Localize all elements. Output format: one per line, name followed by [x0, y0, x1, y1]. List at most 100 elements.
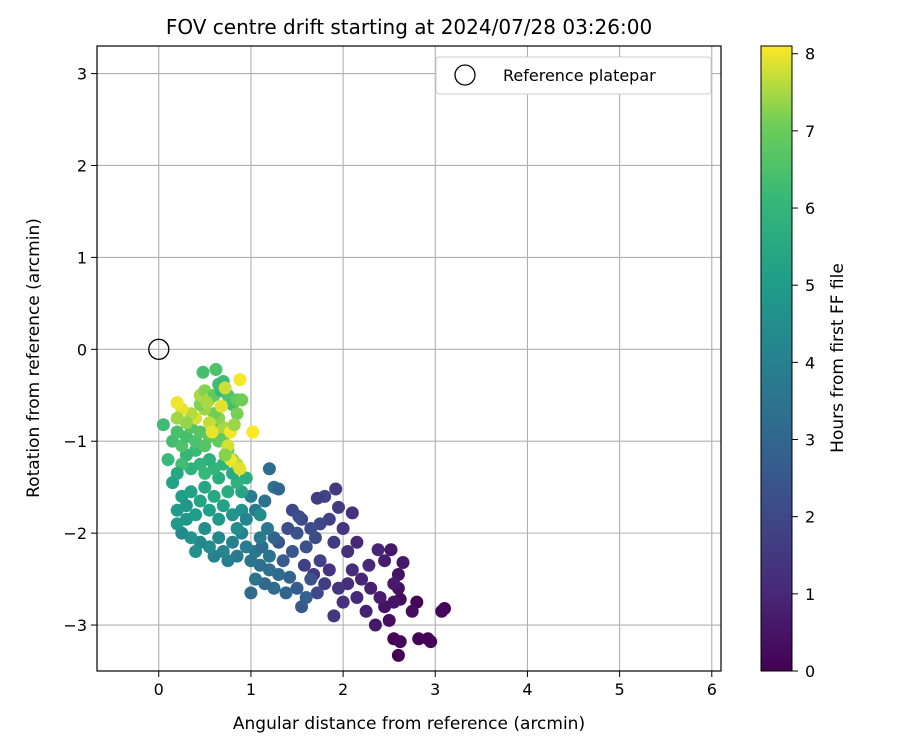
data-point [235, 393, 249, 407]
data-point [239, 512, 253, 526]
data-point [189, 545, 203, 558]
y-tick-label: −2 [63, 524, 87, 543]
data-point [227, 418, 241, 432]
data-point [412, 632, 426, 646]
data-point [202, 503, 216, 517]
data-point [184, 485, 198, 499]
data-point [200, 396, 214, 410]
data-point [233, 462, 247, 476]
data-point [297, 558, 311, 572]
x-tick-label: 2 [338, 680, 348, 699]
y-tick-label: 1 [77, 248, 87, 267]
data-point [253, 531, 267, 545]
x-tick-label: 1 [246, 680, 256, 699]
colorbar: 0 1 2 3 4 5 6 7 8 Hours from first FF file [760, 45, 848, 681]
data-point [299, 540, 313, 554]
colorbar-label: Hours from first FF file [828, 263, 848, 453]
data-point [371, 543, 385, 557]
data-point [304, 572, 318, 586]
colorbar-tick-label: 4 [805, 353, 815, 372]
data-point [281, 522, 295, 535]
data-point [336, 595, 350, 609]
data-point [205, 425, 219, 439]
data-point [279, 586, 293, 600]
data-points [156, 363, 451, 662]
y-tick-label: −3 [63, 616, 87, 635]
data-point [304, 522, 318, 535]
data-point [393, 635, 407, 649]
y-axis-label: Rotation from reference (arcmin) [24, 218, 44, 498]
x-tick-label: 4 [522, 680, 532, 699]
data-point [396, 556, 410, 569]
colorbar-tick-label: 5 [805, 276, 815, 295]
colorbar-tick-label: 0 [805, 662, 815, 681]
data-point [267, 531, 281, 545]
data-point [218, 381, 232, 395]
data-point [329, 482, 343, 496]
x-axis-ticks: 0 1 2 3 4 5 6 [154, 671, 717, 699]
data-point [405, 604, 419, 618]
reference-point-marker [148, 338, 170, 360]
data-point [276, 554, 290, 568]
x-axis-label: Angular distance from reference (arcmin) [233, 714, 585, 734]
data-point [332, 500, 345, 514]
data-point [318, 577, 332, 591]
data-point [161, 453, 175, 467]
data-point [244, 554, 258, 568]
data-point [209, 363, 223, 376]
y-axis-ticks: −3 −2 −1 0 1 2 3 [63, 65, 97, 635]
data-point [233, 373, 247, 387]
legend-marker-icon [454, 64, 476, 86]
data-point [226, 535, 239, 549]
data-point [198, 522, 212, 535]
data-point [262, 549, 276, 563]
data-point [327, 609, 341, 623]
data-point [292, 510, 306, 524]
data-point [230, 407, 244, 421]
data-point [310, 586, 324, 600]
data-point [179, 499, 193, 513]
colorbar-tick-label: 6 [805, 199, 815, 218]
data-point [350, 535, 364, 549]
data-point [196, 365, 210, 379]
colorbar-tick-label: 7 [805, 122, 815, 141]
data-point [221, 485, 235, 499]
data-point [262, 462, 276, 476]
data-point [261, 522, 274, 535]
data-point [239, 540, 253, 554]
data-point [212, 531, 226, 545]
data-point [359, 604, 373, 618]
plot-frame [96, 45, 722, 672]
legend-entry-reference-platepar: Reference platepar [503, 66, 656, 85]
data-point [216, 499, 230, 513]
data-point [156, 418, 170, 432]
x-tick-label: 6 [707, 680, 717, 699]
data-point [345, 563, 359, 577]
data-point [272, 482, 286, 496]
legend: Reference platepar [435, 56, 712, 95]
data-point [170, 396, 184, 410]
data-point [207, 489, 221, 503]
data-point [198, 480, 212, 494]
data-point [373, 591, 387, 604]
data-point [322, 563, 336, 577]
data-point [362, 558, 376, 572]
data-point [332, 581, 345, 595]
data-point [378, 554, 392, 568]
data-point [391, 648, 405, 662]
data-point [341, 545, 355, 558]
y-tick-label: 3 [77, 65, 87, 84]
y-tick-label: −1 [63, 432, 87, 451]
colorbar-tick-label: 1 [805, 585, 815, 604]
data-point [295, 600, 309, 614]
data-point [218, 448, 232, 462]
data-point [170, 517, 184, 531]
data-point [384, 543, 398, 557]
data-point [249, 572, 262, 586]
colorbar-tick-label: 2 [805, 508, 815, 527]
data-point [327, 535, 341, 549]
data-point [435, 604, 449, 618]
data-point [285, 545, 299, 558]
x-tick-label: 0 [154, 680, 164, 699]
